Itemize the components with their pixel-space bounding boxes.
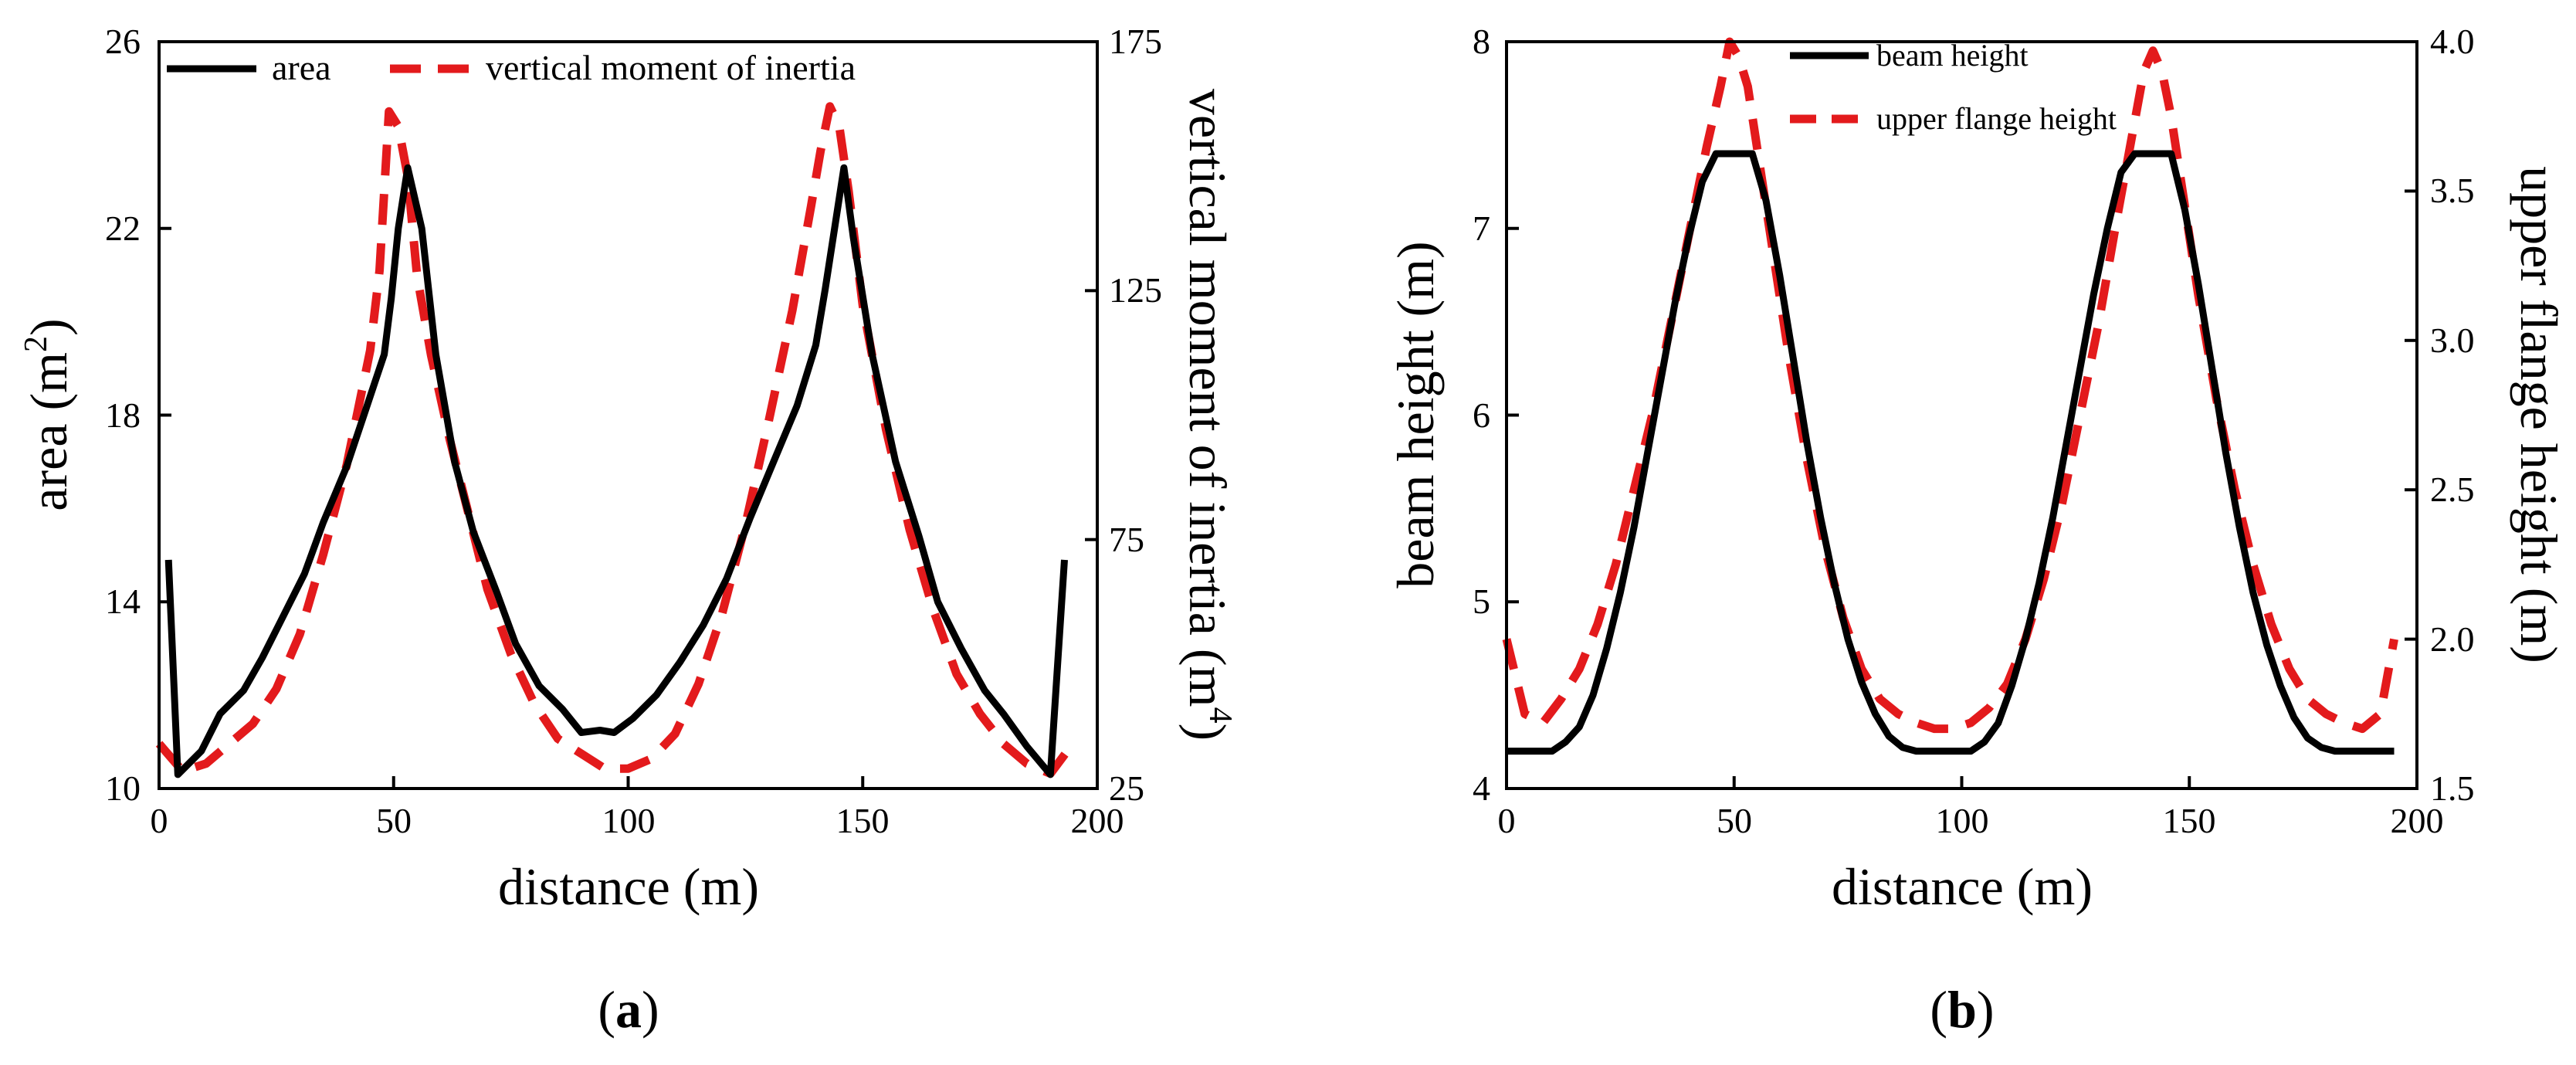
panel-b-legend: beam height upper flange height [1790,38,2117,136]
panel-a-label: (a) [598,980,659,1039]
panel-b-series-beam-height [1507,150,2395,755]
panel-b-ytick-left-label: 5 [1473,582,1490,621]
panel-b-ytick-right-label: 2.5 [2430,470,2475,509]
panel-b-ytick-left-label: 7 [1473,209,1490,248]
panel-b-xtick-label: 50 [1717,801,1752,840]
panel-b-series [1502,37,2398,755]
panel-a-series-area [164,164,1068,778]
panel-a-ytick-left-label: 26 [105,22,141,61]
panel-a-ytick-left-label: 18 [105,395,141,435]
panel-b-ytick-right-label: 1.5 [2430,768,2475,808]
panel-a-ytick-right-label: 75 [1109,520,1144,559]
panel-b-ytick-left-label: 8 [1473,22,1490,61]
panel-a-y-left-axis-title: area (m2) [19,318,78,510]
panel-a-ytick-right-label: 175 [1109,22,1162,61]
panel-b-ytick-right-label: 3.5 [2430,171,2475,210]
panel-b-ytick-right-label: 3.0 [2430,321,2475,360]
panel-b-ytick-left-label: 4 [1473,768,1490,808]
panel-a-series [155,102,1073,778]
panel-a-ytick-right-label: 125 [1109,270,1162,310]
panel-a-y-right-axis-title: vertical moment of inertia (m4) [1178,89,1238,741]
panel-a-ytick-left-label: 10 [105,768,141,808]
panel-b-tick-marks [1505,40,2418,790]
panel-a: 0 50 100 150 200 10 14 18 22 26 25 75 12… [19,22,1238,1039]
panel-b-ytick-right-label: 4.0 [2430,22,2475,61]
panel-a-xtick-label: 200 [1071,801,1124,840]
panel-a-legend-label-area: area [272,48,331,87]
panel-b-xtick-label: 200 [2391,801,2444,840]
panel-b-xtick-label: 150 [2163,801,2216,840]
panel-a-xtick-label: 0 [151,801,168,840]
panel-b: 0 50 100 150 200 4 5 6 7 8 1.5 2.0 2.5 3… [1386,22,2568,1039]
panel-a-xtick-label: 150 [836,801,890,840]
panel-a-xtick-label: 100 [602,801,656,840]
panel-b-y-left-axis-title: beam height (m) [1386,241,1445,588]
panel-b-label: (b) [1930,980,1994,1039]
panel-b-ytick-left-label: 6 [1473,395,1490,435]
panel-a-tick-marks [158,40,1099,790]
panel-b-xtick-label: 0 [1498,801,1516,840]
panel-a-x-axis-title: distance (m) [498,857,759,916]
panel-a-ytick-left-label: 22 [105,209,141,248]
panel-a-ytick-right-label: 25 [1109,768,1144,808]
panel-a-ytick-left-label: 14 [105,582,141,621]
panel-b-y-right-axis-title: upper flange height (m) [2510,166,2568,663]
panel-a-series-vertical-moment-of-inertia [155,102,1073,778]
panel-a-legend-label-inertia: vertical moment of inertia [486,48,856,87]
panel-b-ytick-right-label: 2.0 [2430,619,2475,659]
panel-b-legend-label-flange: upper flange height [1876,101,2117,136]
panel-a-legend: area vertical moment of inertia [167,48,856,87]
panel-a-xtick-label: 50 [376,801,412,840]
panel-b-legend-label-beam: beam height [1876,38,2029,73]
panel-b-xtick-label: 100 [1936,801,1989,840]
panel-b-x-axis-title: distance (m) [1832,857,2093,916]
